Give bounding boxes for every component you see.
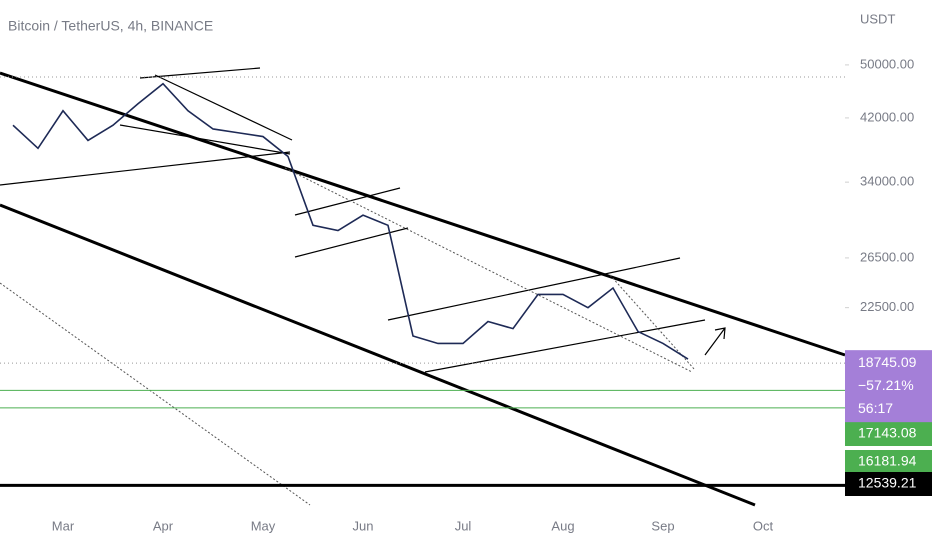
dotted-line bbox=[609, 274, 696, 371]
drawings bbox=[0, 67, 846, 507]
y-tick-label: 34000.00 bbox=[860, 174, 914, 189]
y-tick-label: 42000.00 bbox=[860, 109, 914, 124]
price-badge bbox=[845, 472, 932, 496]
x-tick-label: Oct bbox=[753, 518, 774, 533]
x-tick-label: Aug bbox=[551, 518, 574, 533]
trend-line bbox=[0, 151, 291, 186]
y-tick-label: 22500.00 bbox=[860, 299, 914, 314]
x-tick-label: Jun bbox=[353, 518, 374, 533]
dotted-line bbox=[0, 282, 311, 506]
y-tick-label: 50000.00 bbox=[860, 56, 914, 71]
price-badge-label: 16181.94 bbox=[858, 453, 917, 469]
last-price-badge bbox=[845, 350, 932, 423]
trend-line bbox=[387, 257, 681, 321]
x-tick-label: Apr bbox=[153, 518, 174, 533]
x-tick-label: Sep bbox=[651, 518, 674, 533]
x-tick-label: Jul bbox=[455, 518, 472, 533]
trend-line bbox=[0, 203, 756, 507]
x-tick-label: Mar bbox=[52, 518, 75, 533]
countdown-label: 56:17 bbox=[858, 400, 893, 416]
trend-line bbox=[139, 67, 261, 79]
trend-line bbox=[294, 187, 401, 216]
x-tick-label: May bbox=[251, 518, 276, 533]
change-label: −57.21% bbox=[858, 377, 914, 393]
y-axis-unit: USDT bbox=[860, 11, 895, 26]
price-line bbox=[12, 82, 689, 360]
chart-title: Bitcoin / TetherUS, 4h, BINANCE bbox=[8, 18, 213, 34]
last-price-label: 18745.09 bbox=[858, 354, 917, 370]
y-tick-label: 26500.00 bbox=[860, 249, 914, 264]
trend-line bbox=[0, 71, 846, 357]
trend-line bbox=[154, 74, 293, 141]
price-badge bbox=[845, 422, 932, 446]
arrow bbox=[704, 327, 726, 356]
trend-line bbox=[119, 124, 291, 155]
price-badge bbox=[845, 450, 932, 474]
price-badge-label: 12539.21 bbox=[858, 475, 917, 491]
price-badge-label: 17143.08 bbox=[858, 425, 917, 441]
